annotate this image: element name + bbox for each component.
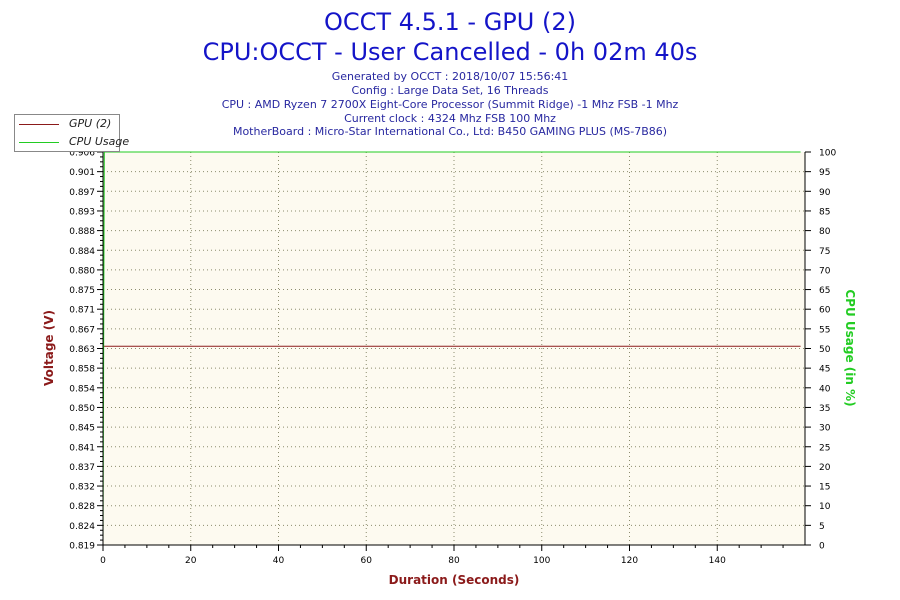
x-tick-label: 140 [709,556,726,566]
y-tick-label: 0.880 [69,266,95,276]
y-tick-label: 0.832 [69,483,95,493]
x-tick-label: 100 [533,556,550,566]
info-generated: Generated by OCCT : 2018/10/07 15:56:41 [332,70,569,83]
legend-swatch-cpu-usage [19,142,59,143]
y-tick-label: 0.884 [69,247,95,257]
y-tick-label: 0.863 [69,345,95,355]
y-tick-label: 0.858 [69,365,95,375]
y-tick-label: 0.850 [69,404,95,414]
x-tick-label: 120 [621,556,638,566]
y-tick-label: 0.837 [69,463,95,473]
grid [103,152,805,545]
y2-tick-label: 60 [819,306,831,316]
y-axis-label: Voltage (V) [42,310,56,386]
y2-tick-label: 40 [819,384,831,394]
y2-tick-label: 70 [819,266,831,276]
axis-ticks: 0.819 0.824 0.828 0.832 0.837 0.841 0.845 0.850… [69,149,836,567]
y-tick-label: 0.854 [69,384,95,394]
y2-tick-label: 100 [819,149,836,159]
legend-label-gpu: GPU (2) [69,117,112,130]
info-config: Config : Large Data Set, 16 Threads [352,84,549,97]
chart-subtitle: CPU:OCCT - User Cancelled - 0h 02m 40s [203,38,698,66]
y2-tick-label: 75 [819,247,830,257]
y2-tick-label: 15 [819,483,830,493]
y2-tick-label: 35 [819,404,830,414]
y2-tick-label: 5 [819,522,825,532]
x-tick-label: 80 [448,556,460,566]
y-tick-label: 0.871 [69,306,95,316]
y2-axis-label: CPU Usage (in %) [843,289,857,406]
y2-tick-label: 0 [819,542,825,552]
legend-label-cpu-usage: CPU Usage [69,135,130,148]
chart-title: OCCT 4.5.1 - GPU (2) [324,8,576,36]
x-tick-label: 0 [100,556,106,566]
info-motherboard: MotherBoard : Micro-Star International C… [233,125,667,138]
y-tick-label: 0.897 [69,188,95,198]
legend-item-gpu: GPU (2) [15,116,119,132]
y2-tick-label: 95 [819,168,830,178]
y2-tick-label: 20 [819,463,831,473]
y2-tick-label: 80 [819,227,831,237]
y2-tick-label: 85 [819,207,830,217]
y-tick-label: 0.888 [69,227,95,237]
info-cpu: CPU : AMD Ryzen 7 2700X Eight-Core Proce… [222,98,679,111]
x-tick-label: 60 [361,556,373,566]
y-tick-label: 0.867 [69,325,95,335]
x-axis-label: Duration (Seconds) [389,573,520,587]
y2-tick-label: 45 [819,365,830,375]
y2-tick-label: 55 [819,325,830,335]
y-tick-label: 0.841 [69,443,95,453]
y2-tick-label: 25 [819,443,830,453]
y2-tick-label: 90 [819,188,831,198]
y-tick-label: 0.901 [69,168,95,178]
y-tick-label: 0.824 [69,522,95,532]
y-tick-label: 0.875 [69,286,95,296]
x-tick-label: 20 [185,556,197,566]
y2-tick-label: 65 [819,286,830,296]
info-clock: Current clock : 4324 Mhz FSB 100 Mhz [344,112,556,125]
y-tick-label: 0.893 [69,207,95,217]
y2-tick-label: 10 [819,502,831,512]
y-tick-label: 0.906 [69,149,95,159]
y2-tick-label: 30 [819,424,831,434]
y-tick-label: 0.828 [69,502,95,512]
x-tick-label: 40 [273,556,285,566]
y-tick-label: 0.819 [69,542,95,552]
legend: GPU (2) CPU Usage [14,114,129,152]
legend-swatch-gpu [19,124,59,125]
y2-tick-label: 50 [819,345,831,355]
y-tick-label: 0.845 [69,424,95,434]
legend-item-cpu-usage: CPU Usage [15,134,129,150]
